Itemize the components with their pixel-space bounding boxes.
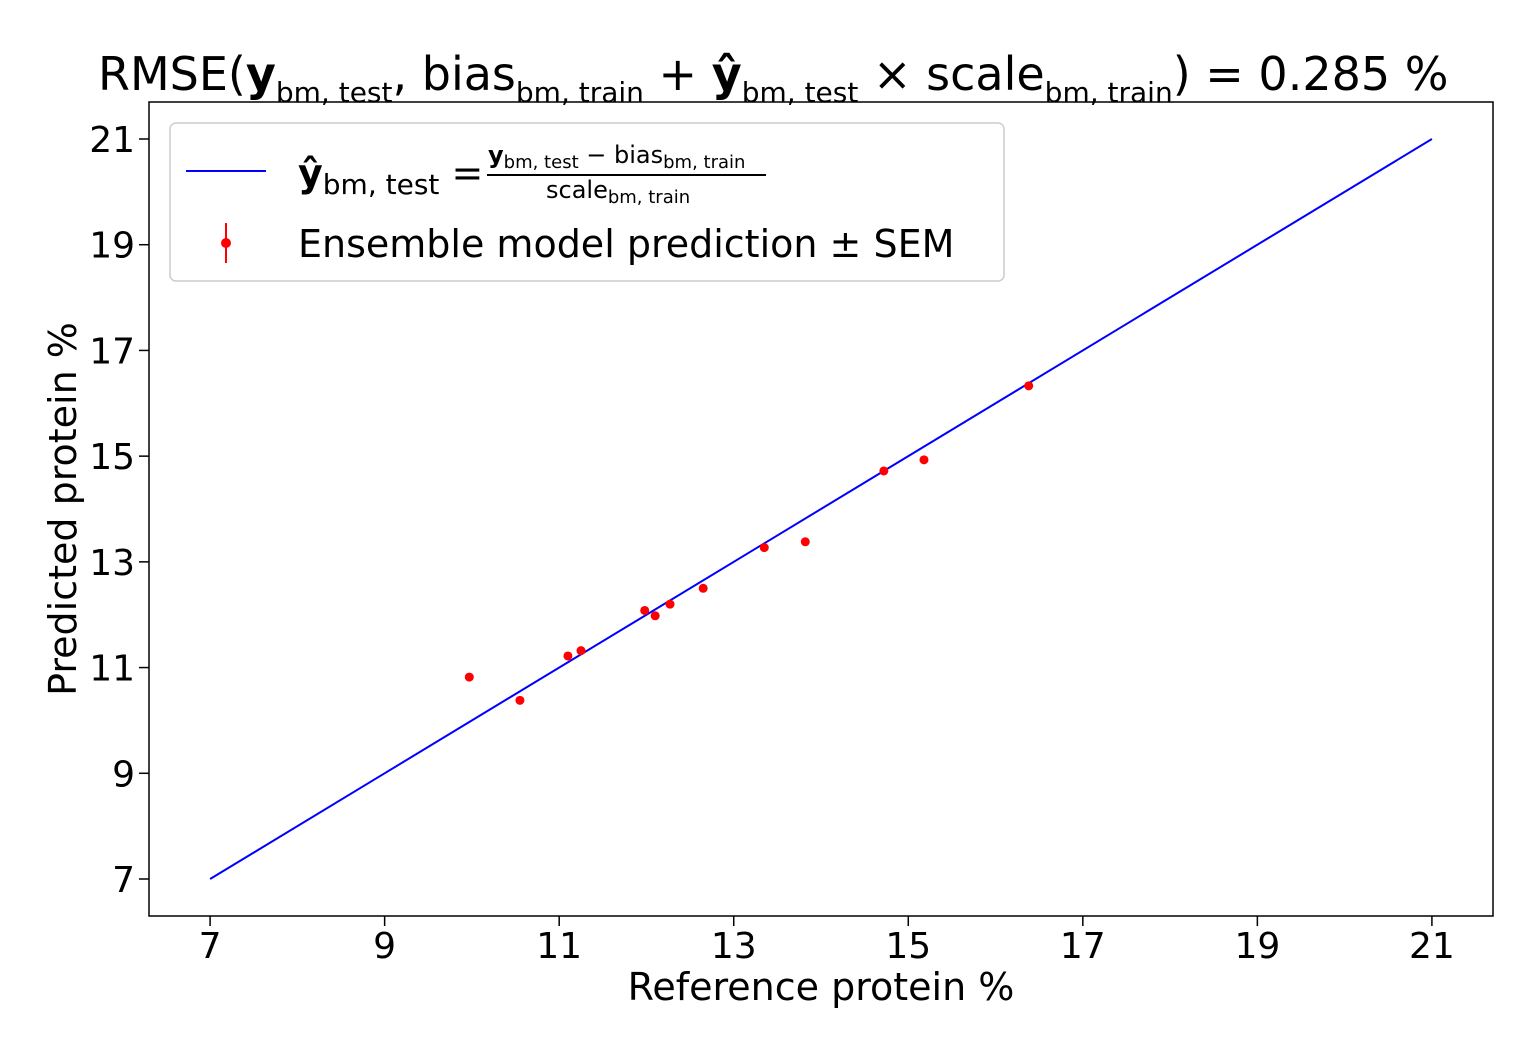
data-point [879, 466, 889, 476]
data-point [1024, 381, 1034, 391]
y-axis-label: Predicted protein % [41, 322, 85, 696]
x-tick-label: 15 [885, 926, 931, 967]
legend-line-label-numerator: ybm, test − biasbm, train [488, 141, 745, 173]
x-tick-label: 13 [711, 926, 757, 967]
y-tick-label: 9 [112, 754, 135, 795]
data-point [919, 455, 929, 465]
legend-line-label-denominator: scalebm, train [546, 176, 690, 208]
x-axis-ticks: 7 9 11 13 15 17 19 21 [199, 916, 1455, 967]
x-tick-label: 17 [1060, 926, 1106, 967]
legend-box [169, 122, 1005, 282]
identity-line [209, 138, 1433, 880]
legend-point-swatch [221, 238, 231, 248]
y-tick-label: 7 [112, 860, 135, 901]
y-tick-label: 13 [89, 543, 135, 584]
x-tick-label: 9 [373, 926, 396, 967]
x-axis-label: Reference protein % [628, 965, 1015, 1009]
x-tick-label: 21 [1409, 926, 1455, 967]
x-tick-label: 19 [1234, 926, 1280, 967]
plot-area [148, 101, 1494, 917]
x-tick-label: 11 [536, 926, 582, 967]
legend-scatter-label: Ensemble model prediction ± SEM [298, 222, 954, 266]
data-point [464, 672, 474, 682]
data-point [515, 695, 525, 705]
y-tick-label: 15 [89, 437, 135, 478]
data-point [800, 537, 810, 547]
data-point [665, 599, 675, 609]
y-tick-label: 17 [89, 331, 135, 372]
legend: ŷbm, test = ybm, test − biasbm, train sc… [169, 122, 1005, 282]
legend-line-label-lhs: ŷbm, test = [298, 151, 483, 201]
data-point [576, 646, 586, 656]
data-point [650, 611, 660, 621]
chart-title: RMSE(ybm, test, biasbm, train + ŷbm, tes… [98, 47, 1448, 109]
data-point [698, 583, 708, 593]
y-tick-label: 19 [89, 226, 135, 267]
x-tick-label: 7 [199, 926, 222, 967]
series-layer [209, 138, 1433, 880]
y-axis-ticks: 7 9 11 13 15 17 19 21 [89, 120, 149, 901]
data-point [563, 651, 573, 661]
y-tick-label: 21 [89, 120, 135, 161]
data-point [640, 605, 650, 615]
data-point [759, 543, 769, 553]
y-tick-label: 11 [89, 649, 135, 690]
